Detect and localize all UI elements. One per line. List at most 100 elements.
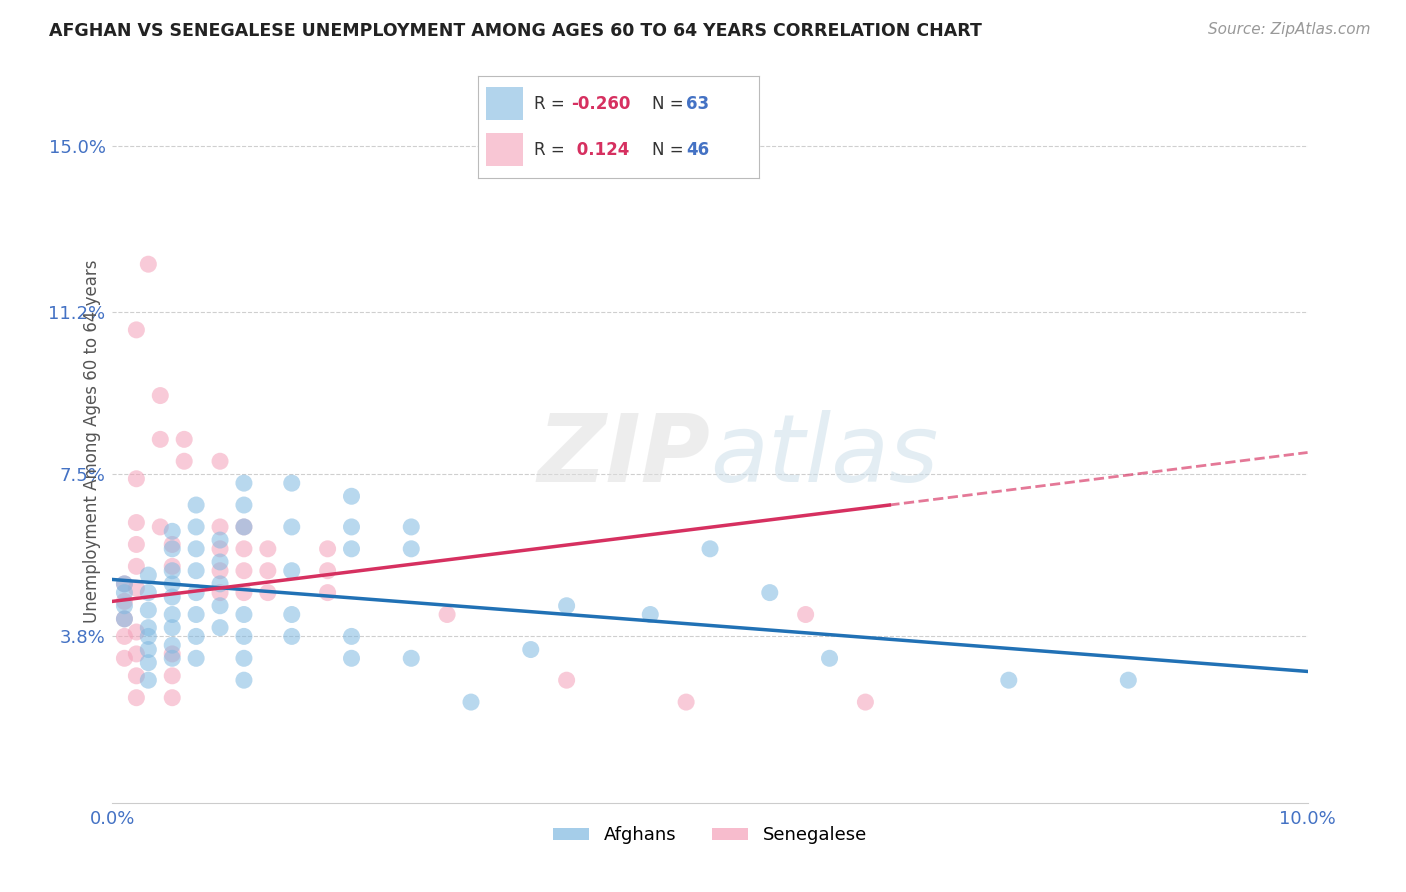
Point bbox=[125, 559, 148, 574]
Text: atlas: atlas bbox=[710, 410, 938, 501]
Point bbox=[233, 520, 256, 534]
Point bbox=[114, 577, 135, 591]
Point bbox=[138, 629, 160, 643]
Point bbox=[162, 651, 183, 665]
Point bbox=[125, 581, 148, 595]
Point bbox=[162, 524, 183, 539]
Point bbox=[125, 537, 148, 551]
Point bbox=[233, 498, 256, 512]
Point bbox=[138, 568, 160, 582]
Point bbox=[138, 621, 160, 635]
Point bbox=[186, 564, 208, 578]
Text: R =: R = bbox=[534, 95, 571, 112]
Point bbox=[233, 585, 256, 599]
Point bbox=[401, 651, 423, 665]
Point bbox=[233, 476, 256, 491]
Point bbox=[162, 621, 183, 635]
Point bbox=[186, 607, 208, 622]
Text: R =: R = bbox=[534, 141, 571, 159]
Point bbox=[257, 564, 280, 578]
Text: 0.124: 0.124 bbox=[571, 141, 630, 159]
Point bbox=[1118, 673, 1140, 688]
Point bbox=[114, 577, 135, 591]
Point bbox=[555, 599, 578, 613]
Point bbox=[125, 472, 148, 486]
Point bbox=[173, 454, 195, 468]
Point bbox=[149, 433, 172, 447]
Point bbox=[162, 669, 183, 683]
Point bbox=[316, 541, 339, 556]
Point bbox=[114, 651, 135, 665]
Point bbox=[209, 621, 232, 635]
Point bbox=[340, 541, 363, 556]
Text: N =: N = bbox=[652, 95, 689, 112]
Point bbox=[340, 629, 363, 643]
Point bbox=[114, 629, 135, 643]
Point bbox=[818, 651, 841, 665]
Point bbox=[162, 647, 183, 661]
Point bbox=[209, 564, 232, 578]
Point bbox=[162, 638, 183, 652]
Point bbox=[281, 564, 304, 578]
Point bbox=[162, 537, 183, 551]
Point bbox=[281, 476, 304, 491]
Point bbox=[114, 585, 135, 599]
Point bbox=[114, 612, 135, 626]
Point bbox=[162, 607, 183, 622]
Point bbox=[125, 625, 148, 640]
Point bbox=[173, 433, 195, 447]
Point bbox=[460, 695, 482, 709]
Point bbox=[233, 651, 256, 665]
Point bbox=[149, 520, 172, 534]
Point bbox=[233, 564, 256, 578]
Point bbox=[257, 585, 280, 599]
Point bbox=[186, 520, 208, 534]
Point bbox=[209, 599, 232, 613]
Point bbox=[233, 629, 256, 643]
Point bbox=[233, 673, 256, 688]
Point bbox=[316, 564, 339, 578]
Point bbox=[125, 516, 148, 530]
Point bbox=[675, 695, 697, 709]
Bar bbox=[486, 133, 523, 166]
Point bbox=[162, 541, 183, 556]
Point bbox=[209, 585, 232, 599]
Point bbox=[233, 520, 256, 534]
Point bbox=[114, 594, 135, 608]
Point bbox=[162, 577, 183, 591]
Point bbox=[640, 607, 662, 622]
Point bbox=[209, 541, 232, 556]
Point bbox=[520, 642, 543, 657]
Point bbox=[125, 669, 148, 683]
Text: 46: 46 bbox=[686, 141, 709, 159]
Point bbox=[340, 489, 363, 503]
Point bbox=[281, 520, 304, 534]
Point bbox=[114, 599, 135, 613]
Point bbox=[186, 585, 208, 599]
Point bbox=[209, 454, 232, 468]
Point bbox=[209, 520, 232, 534]
Text: 63: 63 bbox=[686, 95, 709, 112]
Point bbox=[794, 607, 817, 622]
Point bbox=[855, 695, 877, 709]
Point bbox=[436, 607, 458, 622]
Point bbox=[281, 607, 304, 622]
Point bbox=[162, 690, 183, 705]
Point bbox=[186, 498, 208, 512]
Point bbox=[281, 629, 304, 643]
Y-axis label: Unemployment Among Ages 60 to 64 years: Unemployment Among Ages 60 to 64 years bbox=[83, 260, 101, 624]
Point bbox=[138, 585, 160, 599]
Point bbox=[555, 673, 578, 688]
Point bbox=[998, 673, 1021, 688]
Point bbox=[209, 533, 232, 547]
Text: Source: ZipAtlas.com: Source: ZipAtlas.com bbox=[1208, 22, 1371, 37]
Point bbox=[759, 585, 782, 599]
Point bbox=[149, 388, 172, 402]
Point bbox=[209, 555, 232, 569]
Point bbox=[186, 629, 208, 643]
Text: N =: N = bbox=[652, 141, 689, 159]
Point bbox=[699, 541, 721, 556]
Point bbox=[138, 673, 160, 688]
Point bbox=[401, 520, 423, 534]
Point bbox=[209, 577, 232, 591]
